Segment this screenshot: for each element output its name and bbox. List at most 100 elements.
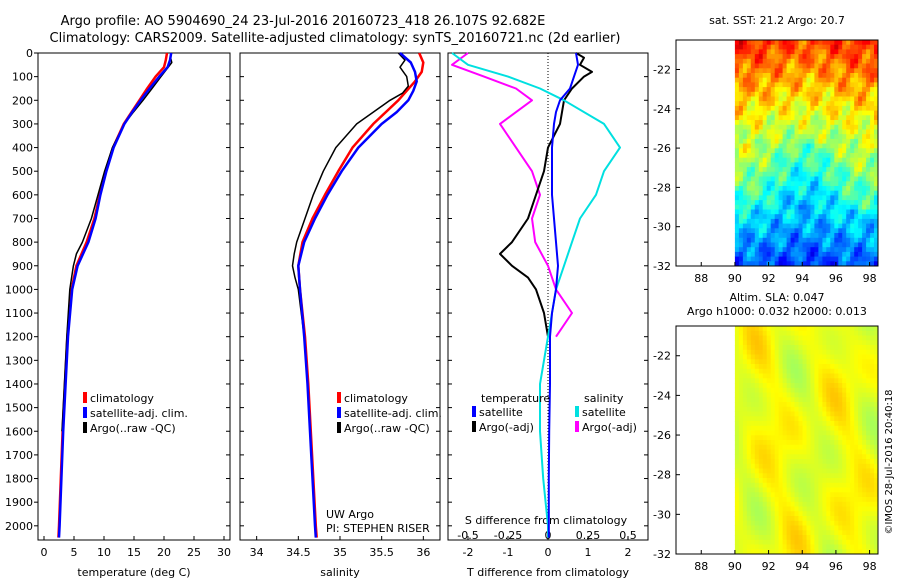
sla-map-cell: [826, 525, 831, 531]
sla-map-cell: [850, 340, 855, 346]
sst-map-cell: [850, 68, 855, 74]
sst-map-cell: [830, 40, 835, 46]
sst-map-cell: [790, 54, 795, 60]
sla-map-cell: [750, 440, 756, 446]
sla-map-cell: [810, 492, 815, 498]
sst-map-cell: [746, 58, 752, 64]
sla-map-cell: [774, 487, 780, 493]
sst-map-cell: [822, 186, 827, 192]
sst-map-cell: [874, 242, 879, 248]
sst-map-cell: [834, 157, 839, 163]
sla-map-cell: [818, 539, 823, 545]
sst-map-cell: [830, 77, 835, 83]
sst-map-cell: [846, 68, 851, 74]
sst-map-cell: [790, 247, 795, 253]
sla-map-cell: [866, 525, 871, 531]
sst-map-cell: [766, 223, 772, 229]
sst-map-cell: [758, 73, 764, 79]
sla-map-cell: [862, 530, 867, 536]
sla-map-cell: [822, 501, 827, 507]
sst-map-cell: [810, 153, 815, 159]
sst-map-cell: [798, 195, 803, 201]
sla-map-cell: [862, 383, 867, 389]
sst-map-cell: [818, 251, 823, 257]
sla-map-cell: [786, 326, 791, 332]
sla-map-cell: [854, 416, 859, 422]
sla-map-cell: [734, 473, 740, 479]
sla-map-cell: [830, 430, 835, 436]
sst-map-cell: [874, 218, 879, 224]
sst-map-cell: [794, 186, 799, 192]
sst-map-cell: [850, 233, 855, 239]
sst-map-cell: [858, 218, 863, 224]
sst-map-cell: [850, 124, 855, 130]
sst-map-cell: [806, 148, 811, 154]
sla-map-cell: [758, 326, 764, 332]
sla-map-cell: [810, 326, 815, 332]
sst-map-cell: [794, 73, 799, 79]
sla-map-cell: [874, 425, 879, 431]
sst-map-cell: [854, 186, 859, 192]
sla-map-cell: [862, 511, 867, 517]
sst-map-cell: [746, 82, 752, 88]
sst-map-cell: [870, 115, 875, 121]
sla-map-cell: [742, 482, 748, 488]
sst-map-cell: [866, 228, 871, 234]
sst-map-cell: [778, 105, 783, 111]
sst-map-cell: [818, 54, 823, 60]
sla-map-cell: [782, 549, 787, 555]
sst-map-cell: [738, 153, 744, 159]
sla-map-cell: [782, 430, 787, 436]
sla-map-cell: [866, 454, 871, 460]
sla-map-cell: [786, 354, 791, 360]
sst-map-cell: [738, 204, 744, 210]
sla-map-cell: [846, 406, 851, 412]
sla-map-cell: [778, 449, 783, 455]
sst-map-cell: [798, 176, 803, 182]
sla-map-cell: [854, 520, 859, 526]
sla-map-cell: [770, 440, 776, 446]
sst-map-cell: [766, 176, 772, 182]
sla-map-cell: [866, 340, 871, 346]
temperature-ytick-label: 600: [12, 189, 33, 202]
sla-map-cell: [758, 468, 764, 474]
sst-map-cell: [778, 176, 783, 182]
sla-map-cell: [746, 383, 752, 389]
sst-map-cell: [858, 233, 863, 239]
sst-map-cell: [826, 242, 831, 248]
sla-map-cell: [782, 539, 787, 545]
sst-map-cell: [738, 200, 744, 206]
sla-map-cell: [794, 349, 799, 355]
sla-map-cell: [870, 478, 875, 484]
sla-map-cell: [874, 539, 879, 545]
sst-map-cell: [874, 120, 879, 126]
sla-map-cell: [822, 487, 827, 493]
sst-map-cell: [854, 242, 859, 248]
sst-map-cell: [746, 44, 752, 50]
sla-map-cell: [794, 345, 799, 351]
sst-map-cell: [734, 228, 740, 234]
sst-map-cell: [770, 134, 776, 140]
sst-map-cell: [822, 247, 827, 253]
sla-map-cell: [858, 406, 863, 412]
sla-map-cell: [866, 368, 871, 374]
sla-map-cell: [826, 406, 831, 412]
sst-map-cell: [826, 82, 831, 88]
sla-map-cell: [738, 468, 744, 474]
sst-map-cell: [794, 171, 799, 177]
sst-map-cell: [758, 204, 764, 210]
sst-map-cell: [790, 261, 795, 267]
sst-map-cell: [850, 200, 855, 206]
sst-map-cell: [766, 200, 772, 206]
sst-map-cell: [770, 200, 776, 206]
sst-map-cell: [754, 120, 760, 126]
sst-map-cell: [850, 167, 855, 173]
sst-map-cell: [834, 228, 839, 234]
sla-map-cell: [826, 335, 831, 341]
sst-map-cell: [874, 214, 879, 220]
sla-map-cell: [846, 473, 851, 479]
sla-map-cell: [814, 397, 819, 403]
sla-map-cell: [798, 492, 803, 498]
sst-map-cell: [802, 223, 807, 229]
sla-map-cell: [842, 340, 847, 346]
